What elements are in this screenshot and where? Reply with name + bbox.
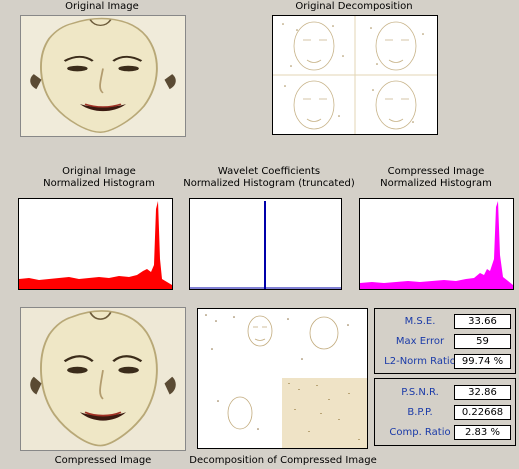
psnr-value-field: 32.86: [454, 385, 511, 400]
mask-image-compressed: [21, 308, 185, 450]
hist-wavelet-panel: [189, 198, 342, 290]
stat-row-l2-norm-ratio: L2-Norm Ratio 99.74 %: [375, 353, 515, 371]
hist-compressed-panel: [359, 198, 514, 290]
stat-row-max-error: Max Error 59: [375, 333, 515, 351]
compressed-image: [20, 307, 186, 451]
hist-original-title: Original Image Normalized Histogram: [18, 166, 180, 190]
mse-value-field: 33.66: [454, 314, 511, 329]
hist-compressed-title-line2: Normalized Histogram: [380, 178, 492, 189]
compressed-decomposition-title: Decomposition of Compressed Image: [189, 455, 377, 466]
bpp-label: B.P.P.: [407, 407, 433, 418]
compressed-image-title: Compressed Image: [54, 455, 152, 466]
decomposition-original-plot: [273, 16, 437, 134]
hist-original-panel: [18, 198, 173, 290]
stat-row-comp-ratio: Comp. Ratio 2.83 %: [375, 424, 515, 442]
original-image-title: Original Image: [65, 1, 139, 12]
psnr-label: P.S.N.R.: [401, 387, 439, 398]
hist-wavelet-title-line1: Wavelet Coefficients: [217, 166, 321, 177]
max-error-label: Max Error: [395, 336, 445, 347]
compression-stats-panel: P.S.N.R. 32.86 B.P.P. 0.22668 Comp. Rati…: [374, 378, 516, 446]
hist-compressed-plot: [360, 201, 513, 289]
stat-row-mse: M.S.E. 33.66: [375, 313, 515, 331]
hist-wavelet-plot: [190, 201, 341, 289]
mse-label: M.S.E.: [404, 316, 436, 327]
comp-ratio-value-field: 2.83 %: [454, 425, 511, 440]
original-image: [20, 15, 186, 137]
original-decomposition-image: [272, 15, 438, 135]
stat-row-psnr: P.S.N.R. 32.86: [375, 384, 515, 402]
hist-compressed-title-line1: Compressed Image: [387, 166, 485, 177]
bpp-value-field: 0.22668: [454, 405, 511, 420]
hist-original-plot: [19, 201, 172, 289]
stat-row-bpp: B.P.P. 0.22668: [375, 404, 515, 422]
l2-norm-ratio-label: L2-Norm Ratio: [384, 356, 456, 367]
hist-original-title-line1: Original Image: [62, 166, 136, 177]
hist-original-title-line2: Normalized Histogram: [43, 178, 155, 189]
max-error-value-field: 59: [454, 334, 511, 349]
original-decomposition-title: Original Decomposition: [295, 1, 413, 12]
error-stats-panel: M.S.E. 33.66 Max Error 59 L2-Norm Ratio …: [374, 308, 516, 374]
mask-image-original: [21, 16, 185, 136]
comp-ratio-label: Comp. Ratio: [389, 427, 451, 438]
hist-wavelet-title: Wavelet Coefficients Normalized Histogra…: [174, 166, 364, 190]
l2-norm-ratio-value-field: 99.74 %: [454, 354, 511, 369]
hist-compressed-title: Compressed Image Normalized Histogram: [355, 166, 517, 190]
decomposition-compressed-plot: [198, 309, 367, 448]
compressed-decomposition-image: [197, 308, 368, 449]
hist-wavelet-title-line2: Normalized Histogram (truncated): [183, 178, 355, 189]
